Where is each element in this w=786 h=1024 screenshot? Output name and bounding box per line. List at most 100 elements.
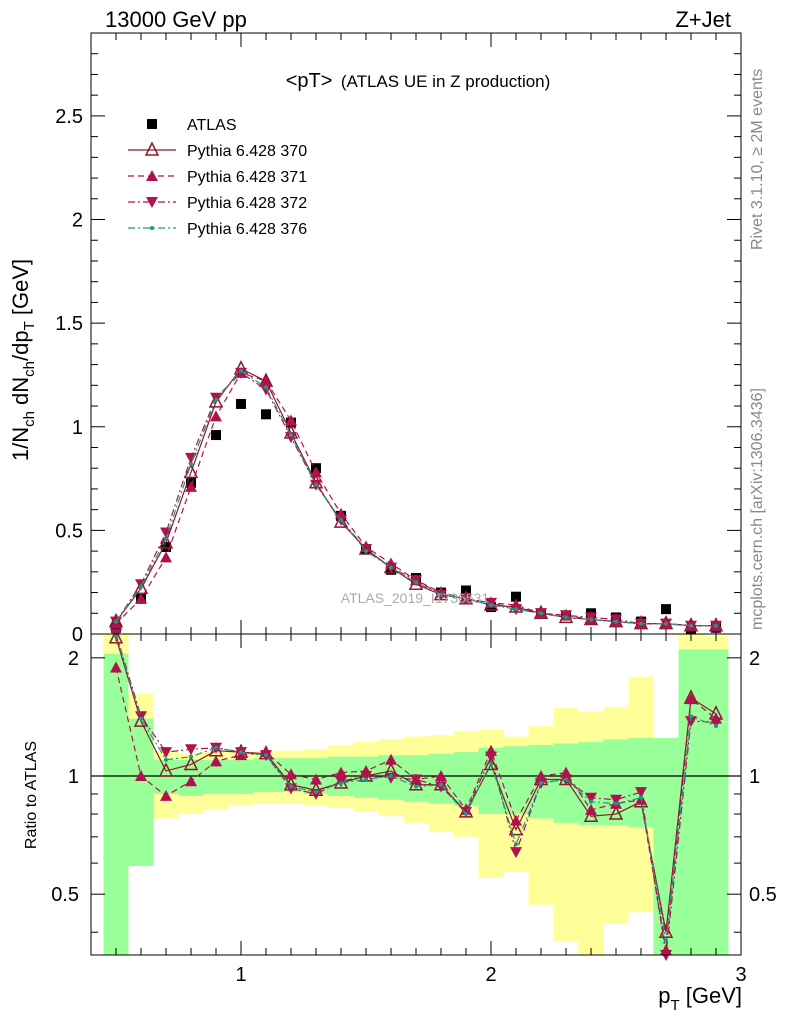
ratio-point (410, 774, 422, 786)
ratio-point (285, 768, 297, 780)
ratio-frame (90, 633, 742, 956)
ratio-point (185, 744, 197, 756)
analysis-watermark: ATLAS_2019_I1736531 (341, 590, 490, 606)
process-label: Z+Jet (675, 7, 731, 32)
ratio-point (339, 780, 343, 785)
ratio-point (685, 693, 697, 705)
ratio-point (610, 794, 622, 806)
ratio-point (614, 801, 618, 806)
xlabel: pT [GeV] (658, 983, 742, 1014)
ratio-point (439, 782, 443, 787)
main-point (160, 551, 172, 563)
ratio-y-tick-label: 1 (68, 766, 79, 788)
legend-label: Pythia 6.428 370 (187, 143, 307, 160)
main-point (689, 623, 693, 628)
ratio-point (160, 747, 172, 759)
main-point (139, 584, 143, 589)
ratio-point (360, 771, 372, 783)
main-point (364, 549, 368, 554)
legend-label: Pythia 6.428 371 (187, 169, 307, 186)
ratio-point (510, 847, 522, 859)
main-point (414, 580, 418, 585)
x-tick-label: 3 (735, 964, 746, 986)
main-point (285, 414, 297, 426)
ratio-point (135, 770, 147, 782)
main-point (489, 602, 493, 607)
x-tick-label: 2 (485, 964, 496, 986)
ratio-y-tick-label-right: 1 (749, 766, 760, 788)
ratio-point (160, 789, 172, 801)
ratio-point (214, 745, 218, 750)
green-band (503, 746, 529, 815)
main-point (235, 367, 247, 379)
ratio-point (310, 773, 322, 785)
main-point (614, 619, 618, 624)
main-point (264, 385, 268, 390)
legend-marker (144, 141, 160, 156)
main-point (314, 482, 318, 487)
ratio-point (289, 784, 293, 789)
ratio-point (589, 799, 593, 804)
ratio-point (608, 805, 624, 820)
ratio-point (710, 717, 722, 729)
green-band (228, 759, 254, 794)
ylabel-unit: [GeV] (8, 259, 33, 321)
green-band (453, 752, 479, 806)
ratio-series-3 (114, 633, 718, 943)
main-y-tick-label: 1 (72, 417, 83, 439)
green-band (253, 758, 279, 793)
main-point (158, 534, 174, 549)
ylabel-part-main: 1/N (8, 427, 33, 461)
ratio-point (585, 803, 597, 815)
ylabel-part-mid2: /dp (8, 330, 33, 361)
main-y-tick-label: 0.5 (55, 520, 83, 542)
main-point (214, 397, 218, 402)
ratio-point (564, 777, 568, 782)
ratio-point (510, 814, 522, 826)
ratio-point (264, 753, 268, 758)
green-band (103, 653, 129, 955)
ratio-point (108, 629, 124, 644)
ratio-point (639, 795, 643, 800)
ratio-point (385, 772, 397, 784)
legend-label: Pythia 6.428 372 (187, 195, 307, 212)
energy-label: 13000 GeV pp (105, 7, 247, 32)
main-point (260, 384, 272, 396)
main-title: <pT> (ATLAS UE in Z production) (286, 70, 551, 92)
main-point (514, 607, 518, 612)
ratio-point (514, 842, 518, 847)
ratio-point (414, 784, 418, 789)
main-series-line (115, 370, 716, 627)
main-point (239, 368, 243, 373)
main-point (589, 617, 593, 622)
ratio-y-tick-label: 0.5 (51, 884, 79, 906)
ratio-point (508, 820, 524, 836)
main-point (511, 591, 521, 602)
ratio-point (335, 766, 347, 778)
legend-label: Pythia 6.428 376 (187, 221, 307, 238)
ratio-point (164, 757, 168, 762)
main-point (339, 518, 343, 523)
yellow-band (553, 708, 579, 941)
green-band (628, 737, 654, 828)
main-title-text: <pT> (286, 70, 333, 92)
ratio-point (239, 750, 243, 755)
ratio-point (183, 755, 199, 771)
main-point (564, 615, 568, 620)
ratio-point (364, 777, 368, 782)
mcplots-label: mcplots.cern.ch [arXiv:1306.3436] (749, 388, 766, 630)
main-ylabel: 1/Nch dNch/dpT [GeV] (8, 259, 38, 461)
green-band (703, 649, 729, 955)
ratio-point (110, 661, 122, 673)
ratio-point (539, 780, 543, 785)
main-point (310, 466, 322, 478)
main-point (539, 611, 543, 616)
main-subtitle: (ATLAS UE in Z production) (341, 72, 550, 91)
green-band (128, 718, 154, 866)
legend-label: ATLAS (187, 117, 237, 134)
main-point (439, 592, 443, 597)
legend-marker (150, 226, 154, 230)
main-point (260, 375, 272, 387)
main-plot-area: 0 0.5 1 1.5 2 2.5 (55, 32, 742, 646)
